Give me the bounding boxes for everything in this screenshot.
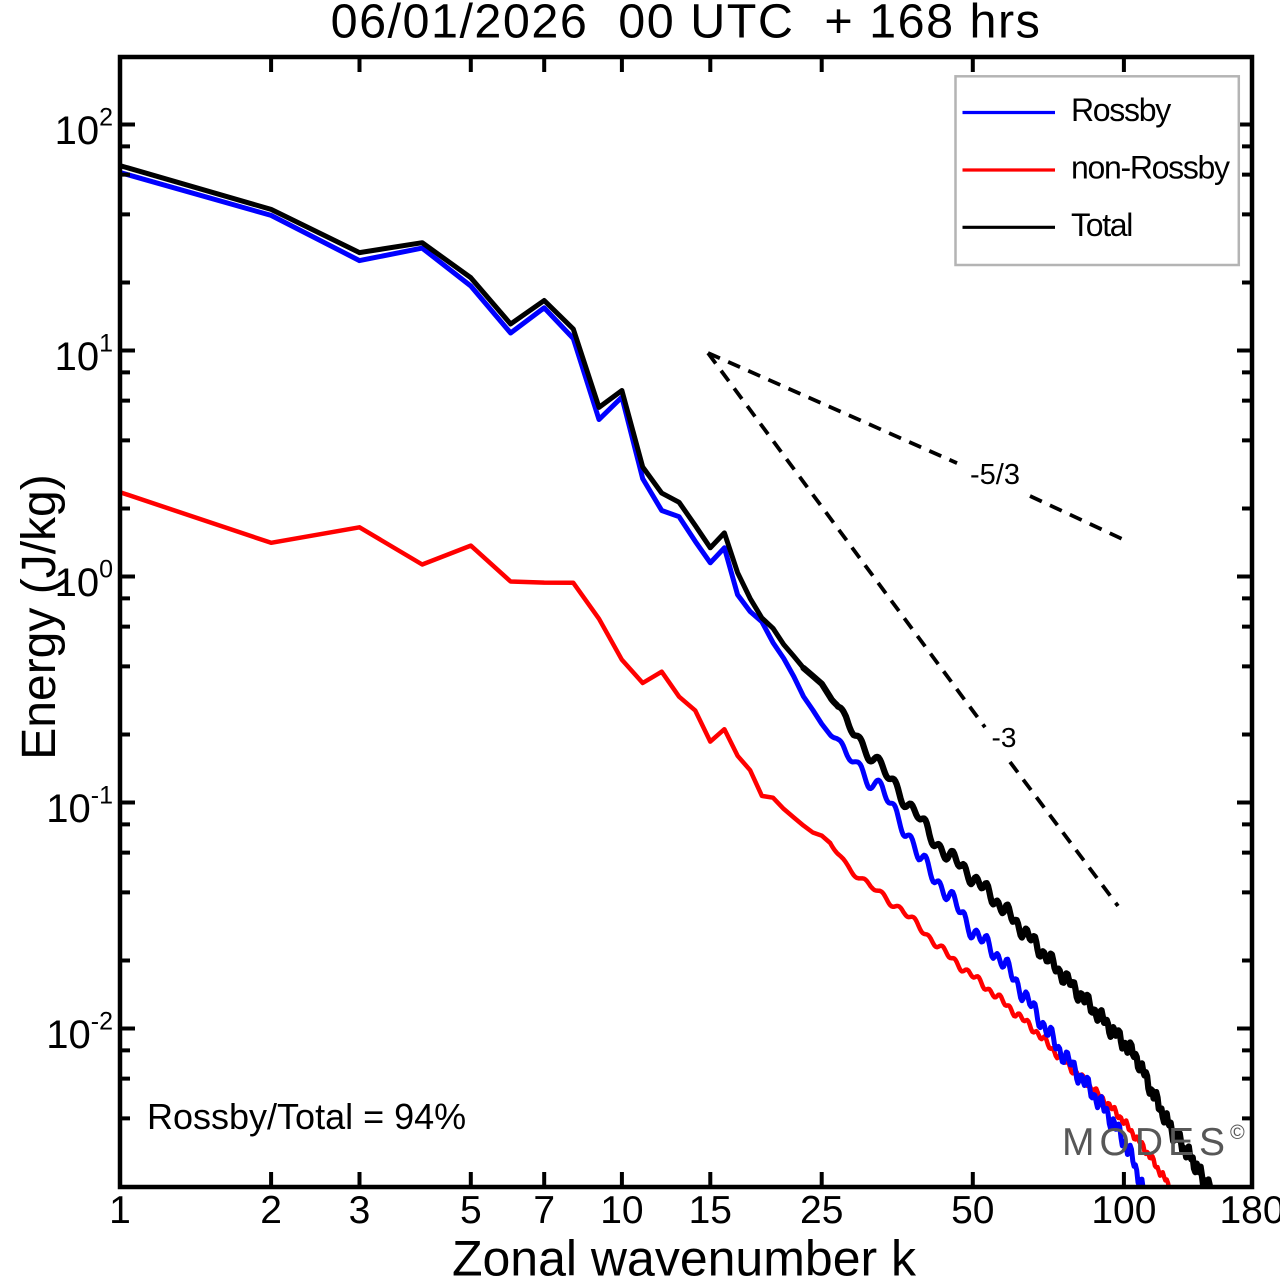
svg-text:180: 180: [1219, 1189, 1280, 1232]
svg-text:7: 7: [533, 1189, 555, 1232]
svg-text:10: 10: [600, 1189, 643, 1232]
svg-text:50: 50: [951, 1189, 994, 1232]
svg-text:2: 2: [260, 1189, 282, 1232]
svg-text:25: 25: [800, 1189, 843, 1232]
svg-text:Energy (J/kg): Energy (J/kg): [13, 474, 66, 759]
svg-text:MODES: MODES: [1062, 1121, 1230, 1164]
svg-text:100: 100: [1091, 1189, 1156, 1232]
svg-text:non-Rossby: non-Rossby: [1071, 150, 1230, 186]
svg-text:-3: -3: [992, 722, 1017, 753]
svg-text:Total: Total: [1071, 207, 1132, 243]
svg-text:06/01/2026 00 UTC + 168 hrs: 06/01/2026 00 UTC + 168 hrs: [331, 0, 1042, 49]
svg-text:©: ©: [1230, 1122, 1245, 1144]
svg-text:15: 15: [689, 1189, 732, 1232]
svg-text:Zonal wavenumber k: Zonal wavenumber k: [452, 1231, 917, 1281]
svg-text:Rossby/Total = 94%: Rossby/Total = 94%: [147, 1096, 466, 1137]
svg-text:1: 1: [109, 1189, 131, 1232]
svg-text:3: 3: [349, 1189, 371, 1232]
svg-text:Rossby: Rossby: [1071, 92, 1171, 128]
svg-text:10-2: 10-2: [46, 1008, 113, 1058]
svg-text:102: 102: [55, 104, 113, 154]
svg-text:-5/3: -5/3: [970, 459, 1020, 491]
svg-text:5: 5: [460, 1189, 482, 1232]
